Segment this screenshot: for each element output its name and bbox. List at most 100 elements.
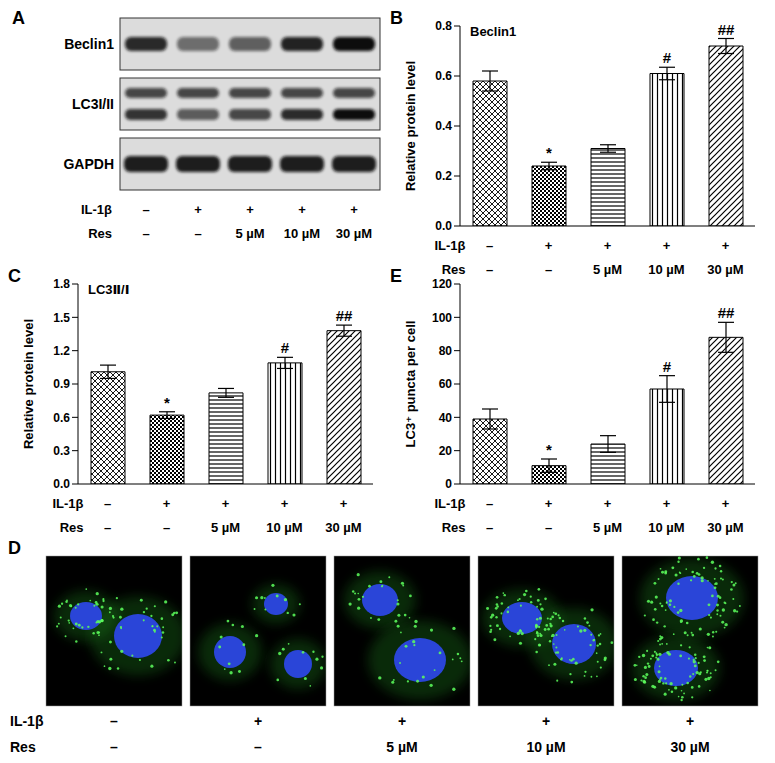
svg-text:*: *	[546, 441, 552, 458]
svg-text:Res: Res	[88, 226, 112, 241]
svg-text:+: +	[604, 496, 612, 511]
svg-text:Res: Res	[60, 520, 84, 535]
svg-text:30 µM: 30 µM	[670, 739, 709, 755]
svg-text:#: #	[663, 49, 672, 66]
svg-text:–: –	[104, 520, 111, 535]
svg-text:LC3I/II: LC3I/II	[72, 96, 114, 112]
html-text:LC3Ⅱ/Ⅰ: LC3Ⅱ/Ⅰ	[88, 282, 130, 297]
svg-text:+: +	[542, 713, 550, 729]
svg-text:–: –	[254, 739, 262, 755]
svg-text:*: *	[546, 144, 552, 161]
svg-text:0.0: 0.0	[53, 477, 70, 491]
svg-text:IL-1β: IL-1β	[52, 496, 83, 511]
html-text:C: C	[8, 266, 21, 286]
svg-text:#: #	[663, 358, 672, 375]
svg-text:*: *	[164, 394, 170, 411]
svg-text:10 µM: 10 µM	[526, 739, 565, 755]
svg-text:Relative protein level: Relative protein level	[403, 61, 418, 191]
svg-text:Res: Res	[10, 739, 36, 755]
svg-text:1.8: 1.8	[53, 277, 70, 291]
svg-text:5 µM: 5 µM	[211, 520, 240, 535]
svg-text:–: –	[486, 496, 493, 511]
svg-text:0.0: 0.0	[435, 219, 452, 233]
svg-text:–: –	[194, 226, 201, 241]
svg-text:+: +	[254, 713, 262, 729]
html-text:Beclin1: Beclin1	[470, 24, 517, 39]
svg-text:40: 40	[439, 411, 453, 425]
svg-text:+: +	[545, 238, 553, 253]
svg-text:0.6: 0.6	[435, 69, 452, 83]
svg-text:0: 0	[445, 477, 452, 491]
svg-text:–: –	[110, 739, 118, 755]
svg-text:IL-1β: IL-1β	[81, 202, 112, 217]
svg-text:–: –	[545, 520, 552, 535]
svg-text:+: +	[722, 238, 730, 253]
svg-text:–: –	[104, 496, 111, 511]
svg-text:0.2: 0.2	[435, 169, 452, 183]
svg-text:5 µM: 5 µM	[593, 262, 622, 277]
svg-text:10 µM: 10 µM	[266, 520, 302, 535]
svg-text:30 µM: 30 µM	[336, 226, 372, 241]
svg-text:+: +	[686, 713, 694, 729]
svg-text:0.9: 0.9	[53, 377, 70, 391]
html-text:B: B	[390, 8, 403, 28]
svg-text:+: +	[340, 496, 348, 511]
svg-text:5 µM: 5 µM	[593, 520, 622, 535]
svg-text:30 µM: 30 µM	[707, 520, 743, 535]
svg-text:IL-1β: IL-1β	[434, 238, 465, 253]
svg-text:30 µM: 30 µM	[707, 262, 743, 277]
svg-text:100: 100	[432, 311, 452, 325]
svg-text:10 µM: 10 µM	[284, 226, 320, 241]
svg-text:–: –	[142, 226, 149, 241]
svg-text:+: +	[298, 202, 306, 217]
svg-text:–: –	[163, 520, 170, 535]
svg-text:Res: Res	[442, 520, 466, 535]
svg-text:–: –	[545, 262, 552, 277]
svg-text:LC3⁺ puncta per cell: LC3⁺ puncta per cell	[403, 321, 418, 448]
svg-text:+: +	[163, 496, 171, 511]
svg-text:5 µM: 5 µM	[235, 226, 264, 241]
svg-text:Relative protein level: Relative protein level	[21, 319, 36, 449]
svg-text:20: 20	[439, 444, 453, 458]
svg-text:–: –	[110, 713, 118, 729]
svg-text:+: +	[722, 496, 730, 511]
svg-text:10 µM: 10 µM	[648, 262, 684, 277]
svg-text:–: –	[486, 520, 493, 535]
svg-text:0.4: 0.4	[435, 119, 452, 133]
svg-text:Beclin1: Beclin1	[64, 36, 114, 52]
svg-text:IL-1β: IL-1β	[10, 713, 44, 729]
svg-text:GAPDH: GAPDH	[63, 156, 114, 172]
svg-text:–: –	[142, 202, 149, 217]
svg-text:30 µM: 30 µM	[325, 520, 361, 535]
svg-text:–: –	[486, 262, 493, 277]
svg-text:A: A	[12, 8, 25, 28]
svg-text:+: +	[545, 496, 553, 511]
svg-text:+: +	[222, 496, 230, 511]
svg-text:IL-1β: IL-1β	[434, 496, 465, 511]
svg-text:1.5: 1.5	[53, 311, 70, 325]
svg-text:#: #	[281, 339, 290, 356]
svg-text:60: 60	[439, 377, 453, 391]
svg-text:##: ##	[718, 21, 735, 38]
svg-text:##: ##	[718, 304, 735, 321]
svg-text:5 µM: 5 µM	[386, 739, 417, 755]
svg-text:+: +	[398, 713, 406, 729]
svg-text:120: 120	[432, 277, 452, 291]
svg-text:+: +	[350, 202, 358, 217]
svg-text:+: +	[663, 496, 671, 511]
svg-text:–: –	[486, 238, 493, 253]
svg-text:80: 80	[439, 344, 453, 358]
svg-text:0.6: 0.6	[53, 411, 70, 425]
svg-text:+: +	[663, 238, 671, 253]
html-text:D: D	[8, 538, 21, 558]
svg-text:Res: Res	[442, 262, 466, 277]
svg-text:+: +	[246, 202, 254, 217]
svg-text:+: +	[281, 496, 289, 511]
svg-text:+: +	[604, 238, 612, 253]
svg-text:0.8: 0.8	[435, 19, 452, 33]
svg-text:1.2: 1.2	[53, 344, 70, 358]
svg-text:##: ##	[336, 307, 353, 324]
svg-text:0.3: 0.3	[53, 444, 70, 458]
svg-text:+: +	[194, 202, 202, 217]
svg-text:10 µM: 10 µM	[648, 520, 684, 535]
